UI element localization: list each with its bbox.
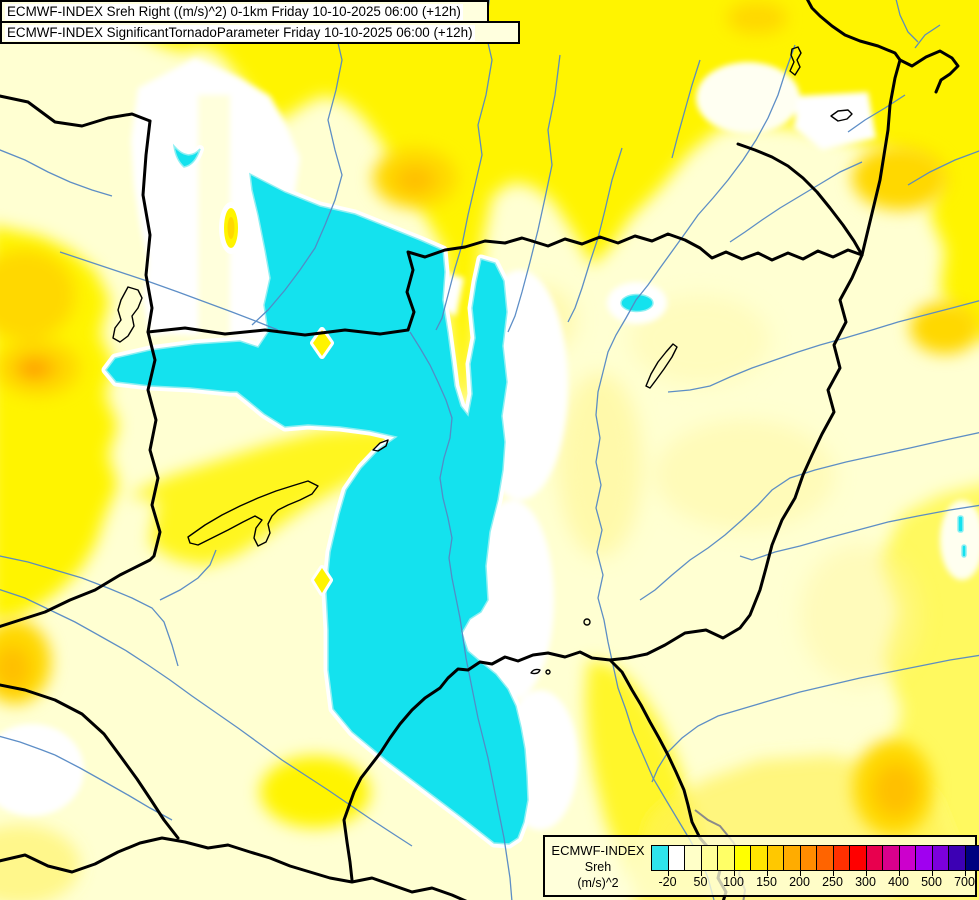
legend-color-cell [899,846,916,870]
legend-color-cell [916,846,933,870]
legend-tick-mark [667,870,669,876]
legend-tick-mark [766,870,768,876]
legend-tick-label: 200 [789,875,810,889]
legend-tick-mark [898,870,900,876]
legend-color-cell [965,846,979,870]
cyan-spot [620,293,654,313]
legend-color-cell [949,846,966,870]
legend-parameter-name: Sreh [584,860,612,874]
danube-river [409,331,513,900]
legend-color-cell [800,846,817,870]
legend-tick-label: -20 [658,875,677,889]
legend-tick-label: 500 [921,875,942,889]
legend-color-cell [734,846,751,870]
legend-tick-label: 100 [723,875,744,889]
legend-color-cell [668,846,685,870]
helicity-gold-orange-spots [0,0,979,836]
legend-tick-label: 50 [693,875,708,889]
lakes [112,46,853,675]
legend-color-cell [751,846,768,870]
legend-color-cell [767,846,784,870]
legend: ECMWF-INDEX Sreh (m/s)^2 -20 50 100 150 200 2… [543,835,979,897]
legend-tick-label: 300 [855,875,876,889]
legend-color-cell [685,846,702,870]
map-title-bar-line1: ECMWF-INDEX Sreh Right ((m/s)^2) 0-1km F… [0,0,489,23]
legend-tick-mark [733,870,735,876]
lake-tisza [645,343,678,389]
legend-color-cell [652,846,669,870]
legend-color-cell [784,846,801,870]
tisza-river [595,44,796,900]
legend-tick-mark [832,870,834,876]
map-title-bar-line2: ECMWF-INDEX SignificantTornadoParameter … [0,21,520,44]
legend-tick-mark [799,870,801,876]
legend-unit: (m/s)^2 [577,876,619,890]
legend-model-name: ECMWF-INDEX [551,843,645,858]
legend-color-cell [718,846,735,870]
legend-color-cell [850,846,867,870]
legend-color-cell [883,846,900,870]
lake-neusiedl [112,286,143,343]
legend-colorbar: -20 50 100 150 200 250 300 400 500 700 [651,845,979,895]
legend-color-cell [866,846,883,870]
cyan-negative-regions [101,142,967,849]
cyan-crescent [172,143,201,168]
legend-color-cell [817,846,834,870]
legend-title: ECMWF-INDEX Sreh (m/s)^2 [547,842,649,891]
legend-tick-mark [931,870,933,876]
legend-color-cell [932,846,949,870]
legend-tick-mark [700,870,702,876]
legend-tick-label: 150 [756,875,777,889]
lake-balaton [187,480,319,547]
legend-tick-mark [865,870,867,876]
legend-tick-mark [964,870,966,876]
legend-tick-label: 400 [888,875,909,889]
legend-tick-label: 250 [822,875,843,889]
legend-color-cell [833,846,850,870]
map-title-text-1: ECMWF-INDEX Sreh Right ((m/s)^2) 0-1km F… [5,3,463,20]
map-title-text-2: ECMWF-INDEX SignificantTornadoParameter … [5,24,475,41]
legend-tick-label: 700 [954,875,975,889]
legend-color-cells [651,845,979,871]
legend-color-cell [701,846,718,870]
